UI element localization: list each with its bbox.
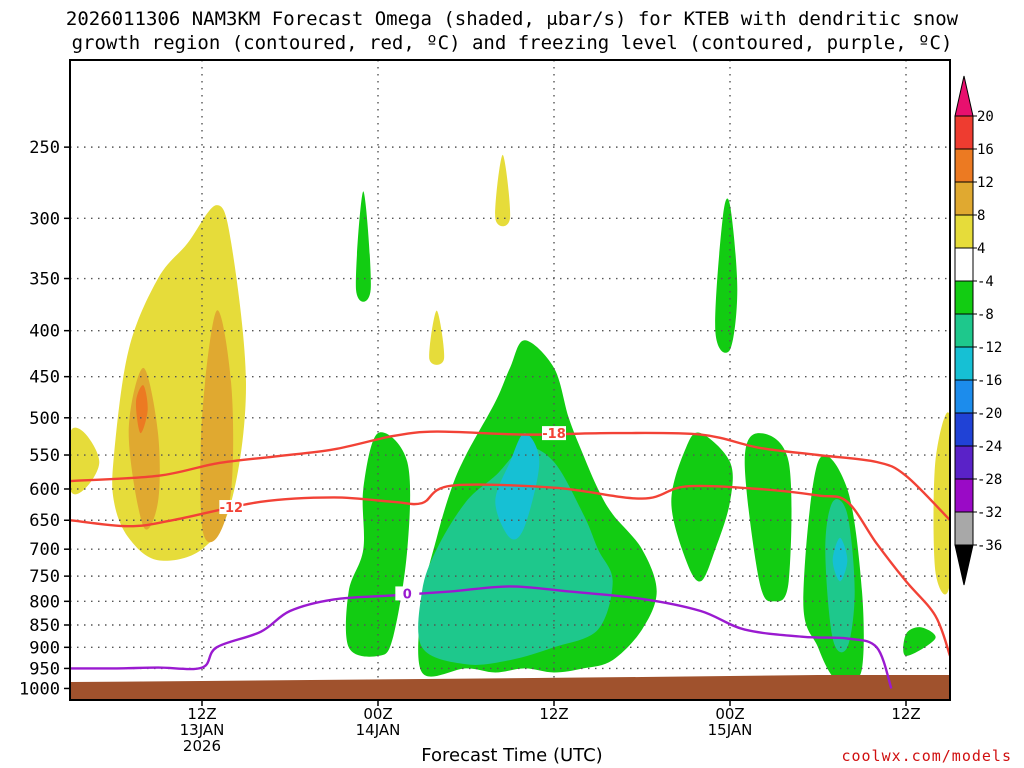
contour-1 <box>70 483 950 657</box>
colorbar-label-4: 4 <box>977 241 985 257</box>
omega-region-11 <box>671 432 733 582</box>
xtick-label-0-2: 2026 <box>183 737 221 755</box>
ytick-label-900: 900 <box>29 638 60 658</box>
gridlines <box>70 60 950 700</box>
omega-shading-layer <box>70 154 950 682</box>
omega-region-13 <box>744 433 792 602</box>
colorbar-bin-4 <box>954 214 974 249</box>
ytick-label-250: 250 <box>29 138 60 158</box>
xtick-label-36-1: 15JAN <box>708 721 753 739</box>
colorbar: 20 16 12 8 4 -4 -8 -12 -16 -20 -24 -28 -32 -36 <box>954 75 1002 586</box>
colorbar-label-12: -32 <box>977 505 1002 521</box>
omega-region-8 <box>355 191 371 302</box>
colorbar-bin-3 <box>954 181 974 216</box>
colorbar-bin-13 <box>954 511 974 546</box>
colorbar-bin-10 <box>954 412 974 447</box>
omega-region-12 <box>715 198 738 353</box>
contour-label-2: 0 <box>403 587 412 602</box>
colorbar-label-6: -8 <box>977 307 994 323</box>
ytick-label-750: 750 <box>29 567 60 587</box>
ytick-label-450: 450 <box>29 368 60 388</box>
colorbar-label-3: 8 <box>977 208 985 224</box>
ytick-label-550: 550 <box>29 446 60 466</box>
contour-layer: -18 -12 0 <box>70 426 950 689</box>
omega-region-19 <box>832 537 848 582</box>
ytick-label-400: 400 <box>29 322 60 342</box>
ytick-label-950: 950 <box>29 659 60 679</box>
ytick-label-850: 850 <box>29 616 60 636</box>
omega-region-15 <box>903 627 936 656</box>
omega-region-9 <box>345 432 411 657</box>
colorbar-label-5: -4 <box>977 274 994 290</box>
contour-label-bg-0 <box>542 426 566 441</box>
omega-region-6 <box>429 310 445 365</box>
colorbar-label-8: -16 <box>977 373 1002 389</box>
xtick-label-12-0: 00Z <box>363 705 392 723</box>
colorbar-label-9: -20 <box>977 406 1002 422</box>
colorbar-bin-1 <box>954 115 974 150</box>
chart-title-line2: growth region (contoured, red, ºC) and f… <box>71 32 953 54</box>
colorbar-bin-9 <box>954 379 974 414</box>
colorbar-label-1: 16 <box>977 142 994 158</box>
colorbar-bin-8 <box>954 346 974 381</box>
ytick-label-600: 600 <box>29 480 60 500</box>
ytick-label-1000: 1000 <box>19 679 60 699</box>
colorbar-bin-12 <box>954 478 974 513</box>
colorbar-bin-2 <box>954 148 974 183</box>
colorbar-label-11: -28 <box>977 472 1002 488</box>
xtick-label-0-1: 13JAN <box>180 721 225 739</box>
colorbar-bin-11 <box>954 445 974 480</box>
x-axis-title: Forecast Time (UTC) <box>421 745 603 766</box>
colorbar-bin-5 <box>954 247 974 282</box>
colorbar-bin-6 <box>954 280 974 315</box>
ytick-label-500: 500 <box>29 409 60 429</box>
colorbar-top-arrow <box>954 75 974 117</box>
xtick-label-36-0: 00Z <box>715 705 744 723</box>
colorbar-label-13: -36 <box>977 538 1002 554</box>
colorbar-bottom-arrow <box>954 544 974 586</box>
omega-region-16 <box>418 447 613 665</box>
ytick-label-350: 350 <box>29 270 60 290</box>
xtick-label-48-0: 12Z <box>891 705 920 723</box>
omega-region-1 <box>70 427 100 495</box>
omega-region-5 <box>495 154 511 227</box>
ytick-label-700: 700 <box>29 540 60 560</box>
credit-link[interactable]: coolwx.com/models <box>841 747 1012 765</box>
contour-0 <box>70 430 950 522</box>
chart-title-line1: 2026011306 NAM3KM Forecast Omega (shaded… <box>65 8 959 30</box>
omega-region-4 <box>135 385 148 434</box>
xtick-label-24-0: 12Z <box>539 705 568 723</box>
omega-region-3 <box>200 310 234 543</box>
colorbar-label-2: 12 <box>977 175 994 191</box>
ytick-label-650: 650 <box>29 511 60 531</box>
xtick-label-0-0: 12Z <box>187 705 216 723</box>
terrain-layer <box>71 675 949 699</box>
xtick-label-12-1: 14JAN <box>356 721 401 739</box>
plot-frame <box>69 59 951 701</box>
ytick-label-800: 800 <box>29 592 60 612</box>
colorbar-label-10: -24 <box>977 439 1002 455</box>
contour-label-0: -18 <box>542 427 566 442</box>
contour-label-bg-2 <box>395 586 420 601</box>
contour-label-1: -12 <box>220 501 244 516</box>
ytick-label-300: 300 <box>29 209 60 229</box>
colorbar-bin-7 <box>954 313 974 348</box>
colorbar-label-0: 20 <box>977 109 994 125</box>
terrain-surface <box>71 675 949 699</box>
contour-label-bg-1 <box>219 500 244 515</box>
y-axis: 2503003504004505005506006507007508008509… <box>19 138 70 699</box>
colorbar-label-7: -12 <box>977 340 1002 356</box>
contour-2 <box>70 585 893 689</box>
